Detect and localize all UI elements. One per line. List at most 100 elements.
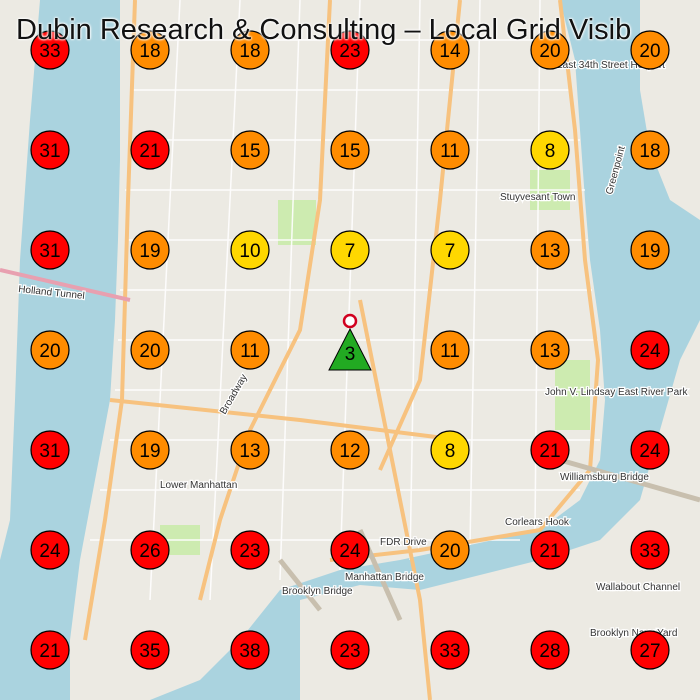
rank-marker[interactable]: 24 — [630, 430, 670, 470]
rank-marker[interactable]: 11 — [430, 330, 470, 370]
rank-marker[interactable]: 13 — [230, 430, 270, 470]
rank-marker-circle — [430, 230, 470, 270]
rank-marker[interactable]: 12 — [330, 430, 370, 470]
rank-marker-circle — [30, 330, 70, 370]
rank-marker-circle — [130, 630, 170, 670]
rank-marker-value: 21 — [39, 641, 60, 662]
rank-marker[interactable]: 10 — [230, 230, 270, 270]
rank-marker[interactable]: 15 — [230, 130, 270, 170]
rank-marker[interactable]: 23 — [330, 630, 370, 670]
rank-marker[interactable]: 20 — [30, 330, 70, 370]
rank-marker[interactable]: 15 — [330, 130, 370, 170]
rank-marker-circle — [430, 430, 470, 470]
rank-marker-value: 18 — [639, 141, 660, 162]
rank-marker-circle — [530, 230, 570, 270]
jersey-landmass — [0, 0, 40, 560]
rank-marker[interactable]: 18 — [130, 30, 170, 70]
rank-marker-value: 23 — [339, 641, 360, 662]
rank-marker-circle — [430, 130, 470, 170]
rank-marker[interactable]: 8 — [530, 130, 570, 170]
rank-marker[interactable]: 19 — [130, 230, 170, 270]
center-location-marker[interactable]: 3 — [328, 313, 372, 371]
rank-marker-circle — [630, 630, 670, 670]
rank-marker-value: 3 — [345, 344, 356, 365]
rank-marker-circle — [430, 30, 470, 70]
rank-marker[interactable]: 31 — [30, 230, 70, 270]
rank-marker[interactable]: 23 — [230, 530, 270, 570]
rank-marker[interactable]: 21 — [530, 430, 570, 470]
rank-marker[interactable]: 33 — [630, 530, 670, 570]
rank-marker[interactable]: 33 — [30, 30, 70, 70]
rank-marker-value: 20 — [639, 41, 660, 62]
rank-marker-value: 33 — [439, 641, 460, 662]
holland-tunnel-road — [0, 268, 131, 302]
rank-marker-circle — [330, 530, 370, 570]
rank-marker-value: 21 — [139, 141, 160, 162]
rank-marker[interactable]: 26 — [130, 530, 170, 570]
rank-marker[interactable]: 24 — [30, 530, 70, 570]
rank-marker-value: 20 — [539, 41, 560, 62]
rank-marker[interactable]: 31 — [30, 430, 70, 470]
rank-marker-value: 10 — [239, 241, 260, 262]
rank-marker-value: 11 — [440, 141, 460, 162]
rank-marker[interactable]: 31 — [30, 130, 70, 170]
rank-marker-value: 11 — [440, 341, 460, 362]
canal-road — [109, 398, 461, 442]
rank-marker-value: 35 — [139, 641, 160, 662]
rank-marker[interactable]: 21 — [130, 130, 170, 170]
rank-marker-circle — [30, 230, 70, 270]
park-area — [555, 360, 590, 430]
rank-marker[interactable]: 18 — [630, 130, 670, 170]
rank-marker[interactable]: 13 — [530, 230, 570, 270]
rank-marker[interactable]: 21 — [530, 530, 570, 570]
rank-marker-circle — [530, 430, 570, 470]
center-triangle-marker — [328, 327, 372, 371]
rank-marker[interactable]: 35 — [130, 630, 170, 670]
rank-marker-circle — [130, 430, 170, 470]
rank-marker[interactable]: 11 — [230, 330, 270, 370]
rank-marker[interactable]: 20 — [630, 30, 670, 70]
rank-marker[interactable]: 20 — [130, 330, 170, 370]
rank-marker[interactable]: 19 — [130, 430, 170, 470]
rank-marker-circle — [330, 630, 370, 670]
rank-marker-value: 24 — [339, 541, 361, 562]
rank-marker-value: 15 — [339, 141, 360, 162]
rank-marker-circle — [230, 430, 270, 470]
brooklyn-landmass — [300, 320, 700, 700]
rank-marker-value: 19 — [139, 441, 160, 462]
rank-marker[interactable]: 14 — [430, 30, 470, 70]
rank-marker[interactable]: 24 — [630, 330, 670, 370]
rank-marker-value: 27 — [639, 641, 660, 662]
rank-marker[interactable]: 13 — [530, 330, 570, 370]
rank-marker[interactable]: 8 — [430, 430, 470, 470]
broadway-road — [198, 0, 332, 601]
rank-marker[interactable]: 18 — [230, 30, 270, 70]
rank-marker[interactable]: 20 — [530, 30, 570, 70]
rank-marker[interactable]: 24 — [330, 530, 370, 570]
rank-marker[interactable]: 33 — [430, 630, 470, 670]
rank-marker[interactable]: 7 — [330, 230, 370, 270]
rank-marker-circle — [130, 230, 170, 270]
rank-marker-value: 23 — [339, 41, 360, 62]
rank-marker-circle — [230, 630, 270, 670]
rank-marker[interactable]: 38 — [230, 630, 270, 670]
rank-marker[interactable]: 23 — [330, 30, 370, 70]
rank-marker[interactable]: 27 — [630, 630, 670, 670]
rank-marker[interactable]: 28 — [530, 630, 570, 670]
rank-marker-circle — [630, 130, 670, 170]
rank-marker-circle — [230, 130, 270, 170]
rank-marker-value: 31 — [39, 241, 60, 262]
rank-marker[interactable]: 11 — [430, 130, 470, 170]
rank-marker-circle — [230, 230, 270, 270]
rank-marker-circle — [130, 530, 170, 570]
rank-marker-circle — [130, 330, 170, 370]
rank-marker[interactable]: 20 — [430, 530, 470, 570]
rank-marker-circle — [630, 230, 670, 270]
rank-marker[interactable]: 19 — [630, 230, 670, 270]
rank-marker-value: 33 — [639, 541, 660, 562]
rank-marker[interactable]: 21 — [30, 630, 70, 670]
rank-marker[interactable]: 7 — [430, 230, 470, 270]
rank-marker-circle — [30, 530, 70, 570]
